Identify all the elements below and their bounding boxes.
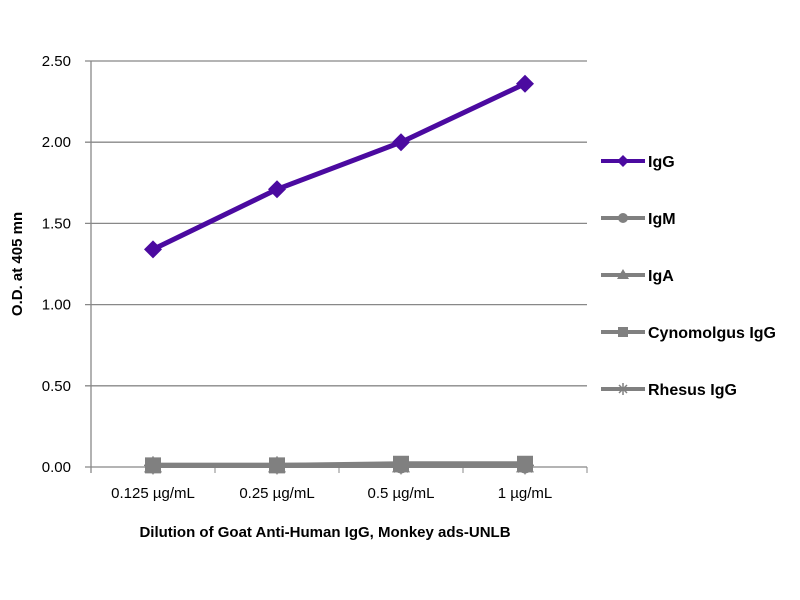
y-tick-label: 1.00 (42, 297, 71, 314)
star-marker (617, 383, 629, 395)
x-axis-label: Dilution of Goat Anti-Human IgG, Monkey … (139, 524, 510, 541)
diamond-marker (144, 240, 162, 259)
circle-marker (517, 457, 533, 474)
y-tick-label: 2.50 (42, 53, 71, 70)
x-tick-label: 0.25 µg/mL (239, 485, 314, 502)
triangle-marker (617, 269, 629, 279)
x-tick-label: 0.125 µg/mL (111, 485, 195, 502)
y-tick-label: 0.00 (42, 459, 71, 476)
series-line-igg (151, 81, 527, 252)
y-axis-label: O.D. at 405 mn (9, 212, 26, 316)
diamond-marker (516, 74, 534, 93)
y-tick-label: 1.50 (42, 215, 71, 232)
diamond-marker (617, 155, 629, 167)
circle-marker (393, 457, 409, 474)
x-tick-label: 1 µg/mL (498, 485, 553, 502)
square-marker (618, 327, 628, 337)
diamond-marker (268, 180, 286, 199)
legend-label: Cynomolgus IgG (648, 325, 776, 342)
circle-marker (269, 457, 285, 474)
diamond-marker (392, 133, 410, 152)
legend-label: Rhesus IgG (648, 382, 737, 399)
circle-marker (145, 457, 161, 474)
legend-label: IgG (648, 154, 675, 171)
y-tick-label: 0.50 (42, 378, 71, 395)
legend-label: IgA (648, 268, 674, 285)
legend-label: IgM (648, 211, 676, 228)
circle-marker (618, 213, 628, 223)
y-tick-label: 2.00 (42, 134, 71, 151)
x-tick-label: 0.5 µg/mL (367, 485, 434, 502)
